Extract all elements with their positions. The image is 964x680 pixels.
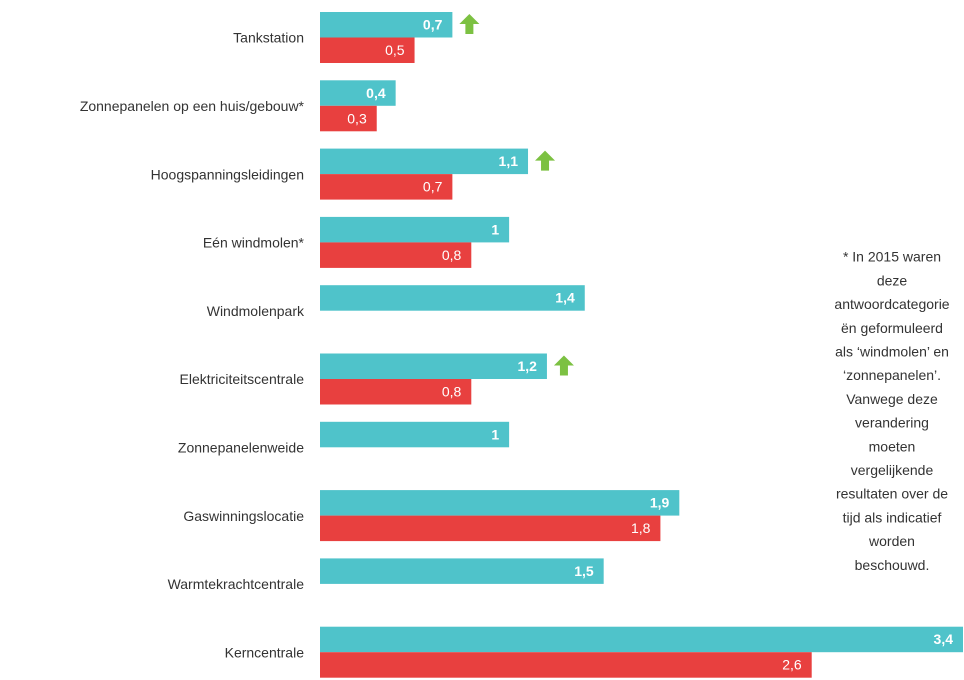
value-label: 2,6 <box>782 657 802 673</box>
bar <box>320 515 661 542</box>
annotation-line: ‘zonnepanelen’. <box>843 367 941 383</box>
value-label: 1,8 <box>631 520 651 536</box>
value-label: 0,7 <box>423 16 443 32</box>
up-arrow <box>535 150 556 171</box>
value-label: 0,4 <box>366 85 386 101</box>
value-label: 1,1 <box>499 153 519 169</box>
annotation-line: * In 2015 waren <box>843 249 941 265</box>
category-label: Elektriciteitscentrale <box>180 371 305 387</box>
annotation-line: beschouwd. <box>855 557 930 573</box>
value-label: 1,9 <box>650 495 670 511</box>
bar <box>320 626 963 653</box>
category-label: Zonnepanelen op een huis/gebouw* <box>80 98 305 114</box>
value-label: 1 <box>491 221 499 237</box>
bar <box>320 353 547 379</box>
annotation-line: antwoordcategorie <box>834 296 949 312</box>
value-label: 0,8 <box>442 383 462 399</box>
bar <box>320 37 415 63</box>
bar <box>320 105 377 132</box>
annotation-line: deze <box>877 272 908 288</box>
value-label: 0,7 <box>423 179 443 195</box>
up-arrow <box>459 14 480 34</box>
category-label: Eén windmolen* <box>203 235 305 251</box>
bar <box>320 242 472 268</box>
bar <box>320 421 510 448</box>
category-label: Zonnepanelenweide <box>178 440 304 456</box>
annotation-line: als ‘windmolen’ en <box>835 344 949 360</box>
bar <box>320 174 453 200</box>
value-label: 3,4 <box>934 631 954 647</box>
bar <box>320 80 396 106</box>
bar <box>320 379 472 405</box>
annotation-line: Vanwege deze <box>846 391 938 407</box>
category-label: Warmtekrachtcentrale <box>168 576 305 592</box>
value-label: 1 <box>491 426 499 442</box>
annotation-line: verandering <box>855 415 929 431</box>
annotation-line: vergelijkende <box>851 462 934 478</box>
annotation-line: worden <box>868 533 915 549</box>
bar <box>320 558 604 584</box>
category-label: Gaswinningslocatie <box>183 508 304 524</box>
value-label: 1,5 <box>574 563 594 579</box>
value-label: 0,5 <box>385 42 405 58</box>
category-label: Windmolenpark <box>207 303 305 319</box>
category-label: Kerncentrale <box>225 644 305 660</box>
bar <box>320 216 510 243</box>
bar <box>320 285 585 311</box>
annotation-line: tijd als indicatief <box>843 509 942 525</box>
bar <box>320 148 529 175</box>
annotation-line: ën geformuleerd <box>841 320 943 336</box>
bar <box>320 12 453 38</box>
value-label: 1,4 <box>555 290 575 306</box>
value-label: 0,3 <box>347 110 367 126</box>
annotation-line: resultaten over de <box>836 486 948 502</box>
category-label: Tankstation <box>233 30 304 46</box>
value-label: 1,2 <box>517 358 537 374</box>
annotation-line: moeten <box>869 438 916 454</box>
bar <box>320 652 812 678</box>
up-arrow <box>553 355 574 376</box>
category-label: Hoogspanningsleidingen <box>151 166 304 182</box>
value-label: 0,8 <box>442 247 462 263</box>
bar <box>320 490 680 516</box>
